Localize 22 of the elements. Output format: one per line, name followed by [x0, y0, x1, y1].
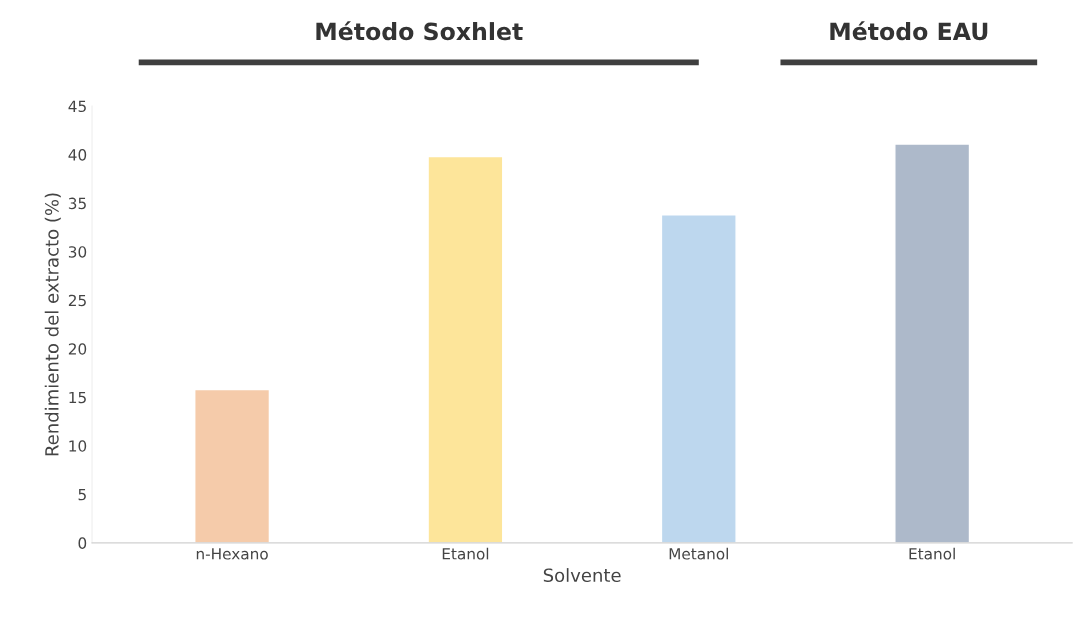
y-tick-label: 20 — [68, 343, 87, 355]
x-tick-label: n-Hexano — [196, 548, 268, 560]
y-tick-label: 30 — [68, 246, 87, 258]
x-tick-label: Etanol — [442, 547, 489, 560]
y-tick-label: 15 — [69, 391, 86, 404]
bar — [427, 155, 504, 543]
x-tick-label: Etanol — [909, 547, 955, 560]
text: Método EAU — [830, 21, 988, 41]
bar — [660, 214, 737, 543]
x-axis-title: Solvente — [543, 568, 621, 583]
y-tick-label: 5 — [78, 489, 86, 501]
y-tick-label: 45 — [68, 100, 86, 113]
text: Método Soxhlet — [316, 21, 523, 41]
bar — [194, 388, 271, 543]
y-tick-label: 40 — [68, 149, 87, 161]
y-tick-label: 0 — [78, 537, 87, 549]
y-tick-label: 35 — [68, 197, 86, 210]
x-tick-label: Metanol — [669, 547, 728, 560]
y-tick-label: 25 — [68, 294, 86, 307]
y-axis-title: Rendimiento del extracto (%) — [44, 193, 61, 456]
y-tick-label: 10 — [69, 440, 87, 452]
bar — [894, 143, 971, 543]
